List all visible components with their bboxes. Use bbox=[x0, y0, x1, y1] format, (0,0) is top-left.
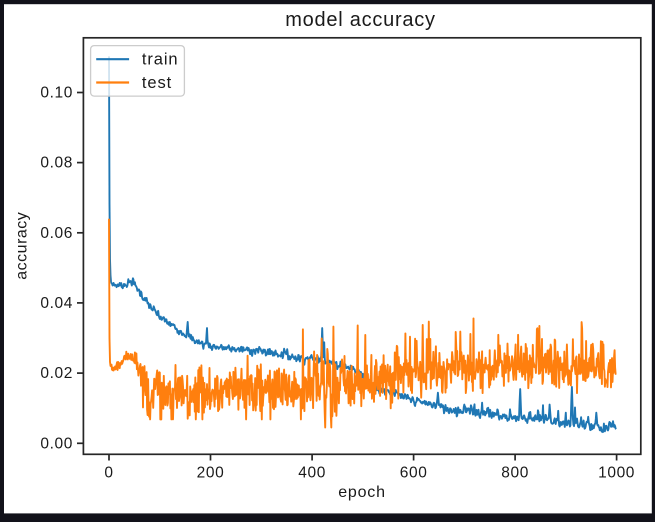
svg-text:0.08: 0.08 bbox=[40, 155, 73, 172]
svg-text:train: train bbox=[142, 51, 179, 69]
svg-text:0.04: 0.04 bbox=[40, 295, 73, 312]
svg-text:0.10: 0.10 bbox=[40, 85, 73, 102]
svg-text:600: 600 bbox=[400, 465, 428, 482]
svg-text:0: 0 bbox=[104, 465, 113, 482]
svg-text:0.02: 0.02 bbox=[40, 365, 73, 382]
svg-text:epoch: epoch bbox=[338, 484, 386, 501]
svg-text:1000: 1000 bbox=[598, 465, 635, 482]
svg-text:800: 800 bbox=[501, 465, 529, 482]
svg-text:0.00: 0.00 bbox=[40, 435, 73, 452]
svg-text:accuracy: accuracy bbox=[14, 212, 31, 280]
svg-text:test: test bbox=[142, 74, 172, 92]
svg-text:400: 400 bbox=[298, 465, 326, 482]
svg-text:0.06: 0.06 bbox=[40, 225, 73, 242]
svg-text:200: 200 bbox=[197, 465, 225, 482]
svg-text:model accuracy: model accuracy bbox=[285, 9, 436, 31]
